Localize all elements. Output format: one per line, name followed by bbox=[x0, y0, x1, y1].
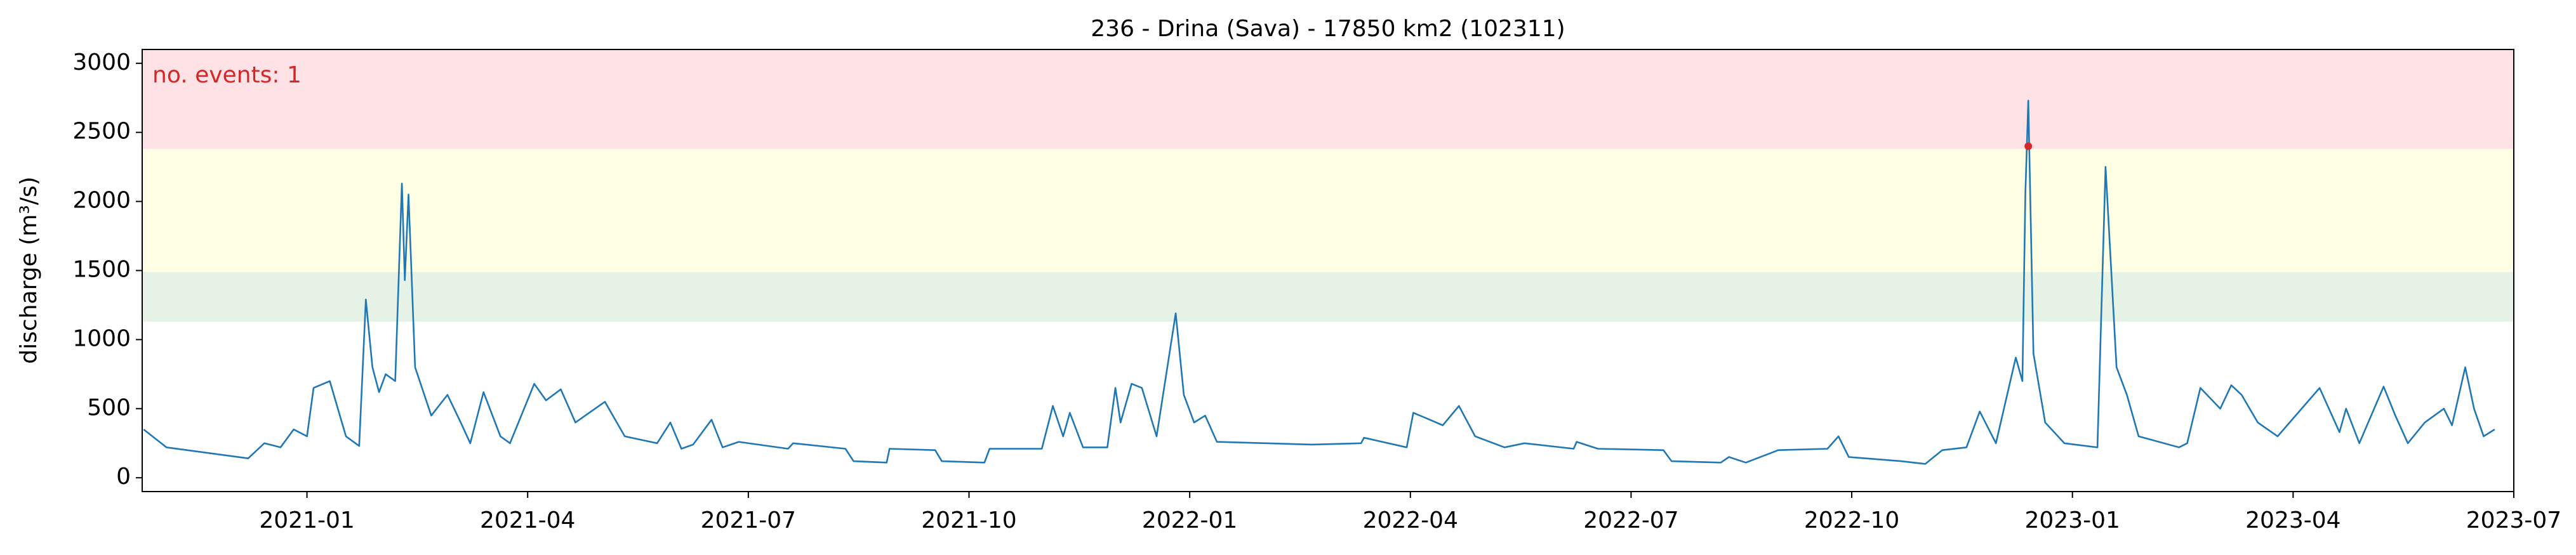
chart-title: 236 - Drina (Sava) - 17850 km2 (102311) bbox=[1091, 16, 1565, 42]
threshold-band bbox=[142, 271, 2514, 322]
y-tick-label: 2500 bbox=[72, 119, 131, 145]
y-tick-label: 0 bbox=[116, 464, 131, 490]
threshold-band bbox=[142, 148, 2514, 272]
x-tick-label: 2023-01 bbox=[2025, 507, 2120, 533]
y-tick-label: 3000 bbox=[72, 49, 131, 75]
event-point bbox=[2024, 142, 2033, 150]
y-axis-label: discharge (m³/s) bbox=[16, 176, 42, 363]
event-count: no. events: 1 bbox=[152, 62, 302, 88]
x-tick-label: 2022-01 bbox=[1142, 507, 1237, 533]
x-tick-label: 2021-01 bbox=[259, 507, 354, 533]
x-tick-label: 2021-07 bbox=[701, 507, 796, 533]
threshold-band bbox=[142, 49, 2514, 149]
x-tick-label: 2023-07 bbox=[2466, 507, 2561, 533]
x-tick-label: 2023-04 bbox=[2245, 507, 2340, 533]
x-tick-label: 2022-10 bbox=[1804, 507, 1899, 533]
x-tick-label: 2022-07 bbox=[1583, 507, 1678, 533]
y-tick-label: 1500 bbox=[72, 257, 131, 283]
y-tick-label: 500 bbox=[87, 395, 131, 421]
data-line bbox=[143, 100, 2495, 465]
x-tick-label: 2021-10 bbox=[921, 507, 1016, 533]
y-tick-label: 2000 bbox=[72, 188, 131, 214]
x-tick-label: 2022-04 bbox=[1363, 507, 1458, 533]
plot-frame bbox=[142, 49, 2514, 492]
y-tick-label: 1000 bbox=[72, 325, 131, 351]
x-tick-label: 2021-04 bbox=[480, 507, 575, 533]
